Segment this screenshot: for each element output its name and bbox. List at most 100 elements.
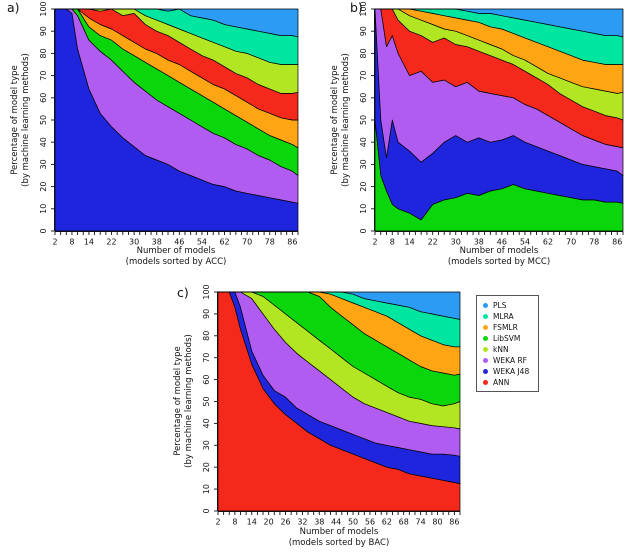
x-axis: 2 8 14 22 30 38 46 54 62 70 78 86 — [52, 231, 299, 247]
y-tick-label: 10 — [359, 204, 368, 214]
y-axis-title-line2: (by machine learning methods) — [341, 53, 351, 187]
x-tick-label: 14 — [247, 518, 257, 527]
x-tick-label: 80 — [432, 518, 442, 527]
x-tick-label: 44 — [331, 518, 341, 527]
y-tick-label: 70 — [359, 71, 368, 81]
x-tick-label: 32 — [297, 518, 307, 527]
x-tick-label: 74 — [416, 518, 426, 527]
x-tick-label: 54 — [520, 238, 530, 247]
legend-swatch-ann — [483, 380, 488, 385]
y-tick-label: 40 — [359, 137, 368, 147]
x-tick-label: 30 — [451, 238, 461, 247]
stacked-area-chart-acc: 2 8 14 22 30 38 46 54 62 70 78 86 0 10 20 30 40 50 60 70 80 9… — [39, 1, 299, 247]
legend-label: LibSVM — [493, 334, 521, 343]
y-tick-label: 60 — [39, 93, 48, 103]
x-tick-label: 78 — [589, 238, 599, 247]
x-axis-title-line2: (models sorted by MCC) — [447, 257, 551, 267]
y-tick-label: 50 — [359, 115, 368, 125]
x-tick-label: 46 — [497, 238, 507, 247]
y-tick-label: 10 — [202, 484, 211, 494]
x-tick-label: 70 — [566, 238, 576, 247]
x-tick-label: 14 — [84, 238, 94, 247]
x-tick-label: 8 — [69, 238, 74, 247]
x-tick-label: 2 — [372, 238, 377, 247]
y-axis-title-line2: (by machine learning methods) — [21, 53, 31, 187]
x-tick-label: 30 — [129, 238, 139, 247]
x-tick-label: 78 — [265, 238, 275, 247]
y-tick-label: 70 — [39, 71, 48, 81]
x-axis-title-line1: Number of models — [136, 246, 216, 256]
y-tick-label: 90 — [359, 26, 368, 36]
x-tick-label: 20 — [264, 518, 274, 527]
panel-letter-b: b) — [350, 0, 363, 15]
y-tick-label: 40 — [202, 418, 211, 428]
y-tick-label: 30 — [359, 159, 368, 169]
panel-a: 2 8 14 22 30 38 46 54 62 70 78 86 0 10 20 30 40 50 60 70 80 9… — [0, 0, 320, 283]
y-axis: 0 10 20 30 40 50 60 70 80 90 100 — [202, 284, 218, 514]
y-tick-label: 80 — [202, 331, 211, 341]
y-tick-label: 30 — [39, 159, 48, 169]
legend-swatch-weka-j48 — [483, 369, 488, 374]
y-tick-label: 30 — [202, 440, 211, 450]
legend-swatch-libsvm — [483, 336, 488, 341]
x-tick-label: 14 — [405, 238, 415, 247]
y-tick-label: 80 — [39, 48, 48, 58]
panel-b: 2 8 14 22 30 38 46 54 62 70 78 86 0 10 20 30 40 50 60 70 80 9… — [320, 0, 640, 283]
legend-item-weka-rf: WEKA RF — [483, 355, 538, 366]
x-tick-label: 86 — [612, 238, 622, 247]
x-axis: 2 8 14 22 30 38 46 54 62 70 78 86 — [372, 231, 624, 247]
legend-label: MLRA — [493, 312, 514, 321]
panel-letter-a: a) — [7, 0, 20, 15]
y-tick-label: 100 — [359, 1, 368, 16]
x-axis: 2 8 14 20 26 32 38 44 50 56 62 68 74 80 86 — [215, 511, 461, 527]
legend-box: PLS MLRA FSMLR LibSVM kNN WEKA RF WEKA J… — [476, 295, 539, 392]
x-tick-label: 54 — [197, 238, 207, 247]
x-tick-label: 38 — [314, 518, 324, 527]
x-tick-label: 38 — [474, 238, 484, 247]
y-tick-label: 40 — [39, 137, 48, 147]
y-tick-label: 50 — [39, 115, 48, 125]
legend-item-fsmlr: FSMLR — [483, 322, 538, 333]
x-tick-label: 38 — [152, 238, 162, 247]
x-axis-title-line1: Number of models — [459, 246, 539, 256]
y-tick-label: 100 — [202, 284, 211, 299]
y-axis: 0 10 20 30 40 50 60 70 80 90 100 — [39, 1, 55, 234]
x-tick-label: 68 — [399, 518, 409, 527]
x-tick-label: 8 — [232, 518, 237, 527]
legend-item-libsvm: LibSVM — [483, 333, 538, 344]
y-tick-label: 0 — [39, 228, 48, 233]
legend-item-weka-j48: WEKA J48 — [483, 366, 538, 377]
y-tick-label: 90 — [39, 26, 48, 36]
x-tick-label: 22 — [428, 238, 438, 247]
panel-letter-c: c) — [177, 285, 189, 300]
stacked-area-chart-bac: 2 8 14 20 26 32 38 44 50 56 62 68 74 80 86 0 10 20 30 40 50 6… — [202, 284, 461, 527]
legend-label: ANN — [493, 378, 510, 387]
y-tick-label: 80 — [359, 48, 368, 58]
y-axis-title-line1: Percentage of model type — [10, 65, 20, 175]
legend-swatch-weka-rf — [483, 358, 488, 363]
y-tick-label: 10 — [39, 204, 48, 214]
y-tick-label: 100 — [39, 1, 48, 16]
x-tick-label: 62 — [219, 238, 229, 247]
x-tick-label: 86 — [449, 518, 459, 527]
y-tick-label: 60 — [202, 375, 211, 385]
legend-swatch-fsmlr — [483, 325, 488, 330]
legend-swatch-mlra — [483, 314, 488, 319]
y-axis-title-line1: Percentage of model type — [330, 65, 340, 175]
x-tick-label: 56 — [365, 518, 375, 527]
legend-label: PLS — [493, 301, 507, 310]
x-tick-label: 62 — [382, 518, 392, 527]
x-tick-label: 70 — [242, 238, 252, 247]
legend-item-knn: kNN — [483, 344, 538, 355]
x-tick-label: 50 — [348, 518, 358, 527]
panel-c: 2 8 14 20 26 32 38 44 50 56 62 68 74 80 86 0 10 20 30 40 50 6… — [163, 283, 483, 555]
legend-item-mlra: MLRA — [483, 311, 538, 322]
legend-label: WEKA RF — [493, 356, 527, 365]
x-tick-label: 86 — [287, 238, 297, 247]
legend-label: kNN — [493, 345, 509, 354]
x-tick-label: 26 — [280, 518, 290, 527]
legend-swatch-pls — [483, 303, 488, 308]
y-tick-label: 0 — [202, 508, 211, 513]
x-tick-label: 22 — [106, 238, 116, 247]
legend-label: WEKA J48 — [493, 367, 530, 376]
